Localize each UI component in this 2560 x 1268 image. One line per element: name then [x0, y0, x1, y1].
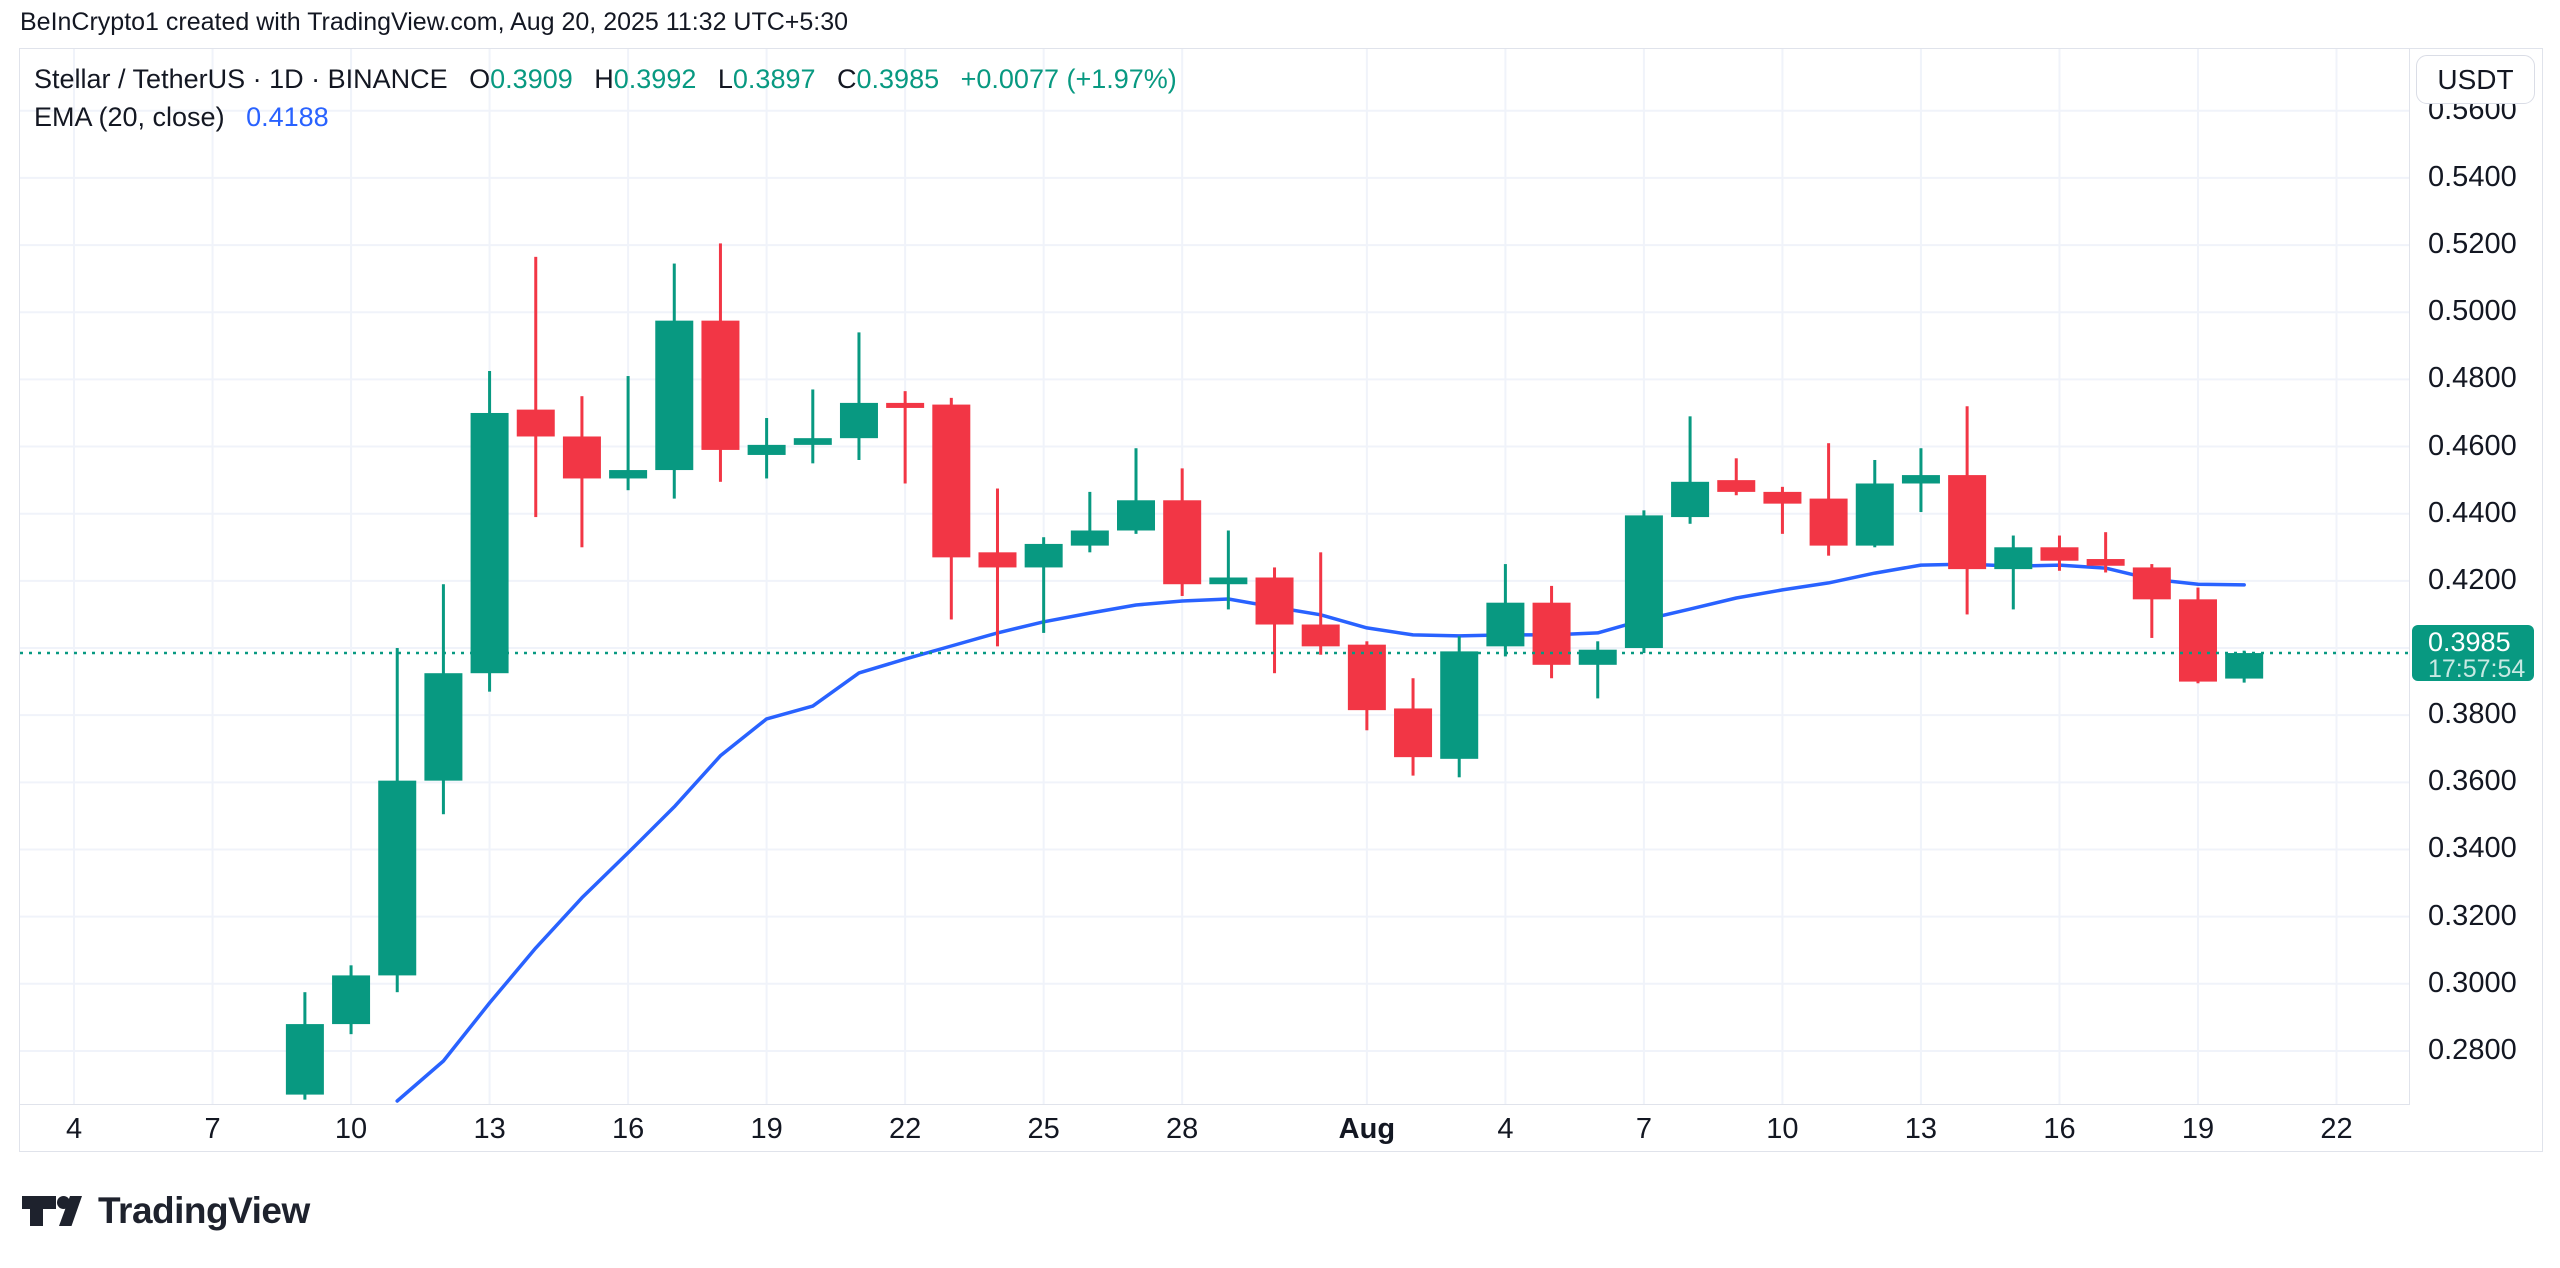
time-tick-label: 7: [1635, 1113, 1652, 1145]
indicator-label[interactable]: EMA (20, close): [34, 102, 225, 132]
time-tick-label: Aug: [1338, 1113, 1396, 1145]
price-scale[interactable]: 0.5600 0.5400 0.5200 0.5000 0.4800 0.4600 0.44…: [2410, 49, 2543, 1104]
price-tick-label: 0.3600: [2428, 765, 2517, 798]
time-tick-label: 16: [2043, 1113, 2076, 1145]
price-tick-label: 0.4400: [2428, 496, 2517, 529]
price-tick-label: 0.3400: [2428, 832, 2517, 865]
price-tick-label: 0.2800: [2428, 1033, 2517, 1066]
indicator-value: 0.4188: [246, 102, 329, 132]
time-tick-label: 7: [204, 1113, 221, 1145]
ohlc-high: H0.3992: [594, 64, 697, 94]
snapshot-attribution: BeInCrypto1 created with TradingView.com…: [20, 8, 849, 36]
time-tick-label: 19: [750, 1113, 783, 1145]
price-tick-label: 0.3800: [2428, 698, 2517, 731]
time-tick-label: 10: [1766, 1113, 1799, 1145]
time-tick-label: 13: [473, 1113, 506, 1145]
price-tick-label: 0.5400: [2428, 160, 2517, 193]
ohlc-low: L0.3897: [717, 64, 816, 94]
tradingview-logo[interactable]: TradingView: [20, 1190, 310, 1232]
price-tick-label: 0.5000: [2428, 295, 2517, 328]
price-tick-label: 0.3200: [2428, 899, 2517, 932]
price-tick-label: 0.4800: [2428, 362, 2517, 395]
tradingview-logo-icon: [22, 1196, 82, 1226]
chart-legend: Stellar / TetherUS · 1D · BINANCE O0.390…: [34, 63, 1177, 133]
time-tick-label: 19: [2181, 1113, 2215, 1145]
change-value: +0.0077 (+1.97%): [960, 64, 1177, 94]
price-tick-label: 0.5200: [2428, 228, 2517, 261]
time-tick-label: 4: [65, 1113, 83, 1145]
last-price-badge: 0.3985 17:57:54: [2412, 625, 2534, 684]
price-tick-label: 0.3000: [2428, 966, 2517, 999]
time-tick-label: 22: [888, 1113, 922, 1145]
time-scale[interactable]: 4 7 10 13 16 19 22 25 28 Aug 4 7 10 13 16 19 22: [20, 1105, 2409, 1152]
chart-plot-area[interactable]: [20, 49, 2410, 1105]
time-tick-label: 4: [1497, 1113, 1514, 1145]
time-tick-label: 22: [2320, 1113, 2353, 1145]
ohlc-open: O0.3909: [469, 64, 573, 94]
bar-close-countdown: 17:57:54: [2428, 655, 2526, 684]
currency-toggle-button[interactable]: USDT: [2416, 55, 2535, 104]
time-tick-label: 10: [334, 1113, 368, 1145]
tradingview-logo-text: TradingView: [98, 1190, 310, 1231]
ohlc-close: C0.3985: [837, 64, 940, 94]
price-tick-label: 0.4600: [2428, 429, 2517, 462]
price-tick-label: 0.4200: [2428, 563, 2517, 596]
time-tick-label: 16: [611, 1113, 645, 1145]
chart-widget: Stellar / TetherUS · 1D · BINANCE O0.390…: [19, 48, 2543, 1152]
symbol-title[interactable]: Stellar / TetherUS · 1D · BINANCE: [34, 64, 448, 94]
symbol-row[interactable]: Stellar / TetherUS · 1D · BINANCE O0.390…: [34, 63, 1177, 95]
time-tick-label: 13: [1904, 1113, 1938, 1145]
last-price-value: 0.3985: [2428, 627, 2511, 658]
time-tick-label: 25: [1027, 1113, 1060, 1145]
candlestick-chart: [20, 49, 2409, 1104]
time-tick-label: 28: [1166, 1113, 1199, 1145]
indicator-row[interactable]: EMA (20, close) 0.4188: [34, 101, 1177, 133]
